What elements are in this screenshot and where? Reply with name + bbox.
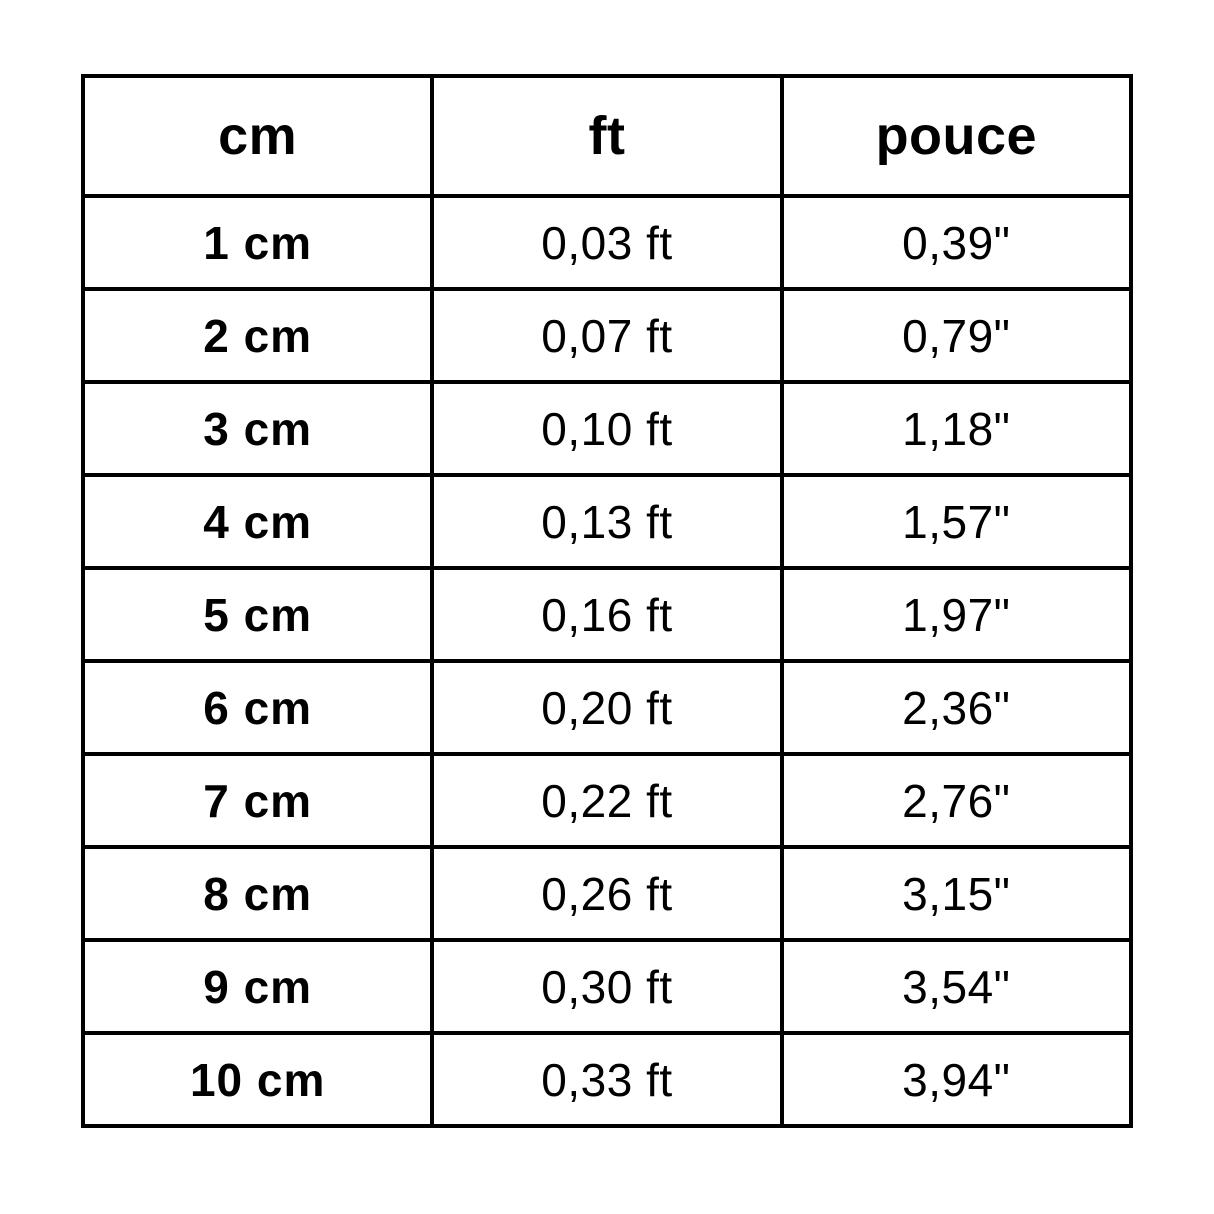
cell-pouce: 2,36": [779, 659, 1134, 756]
table-row: 7 cm 0,22 ft 2,76": [80, 752, 1134, 849]
cell-cm: 6 cm: [80, 659, 435, 756]
cell-cm: 9 cm: [80, 938, 435, 1035]
cell-cm: 7 cm: [80, 752, 435, 849]
table-row: 2 cm 0,07 ft 0,79": [80, 287, 1134, 384]
cm-ft-pouce-conversion-table: cm ft pouce 1 cm 0,03 ft 0,39" 2 cm 0,07…: [80, 74, 1134, 1128]
cell-ft: 0,20 ft: [430, 659, 784, 756]
table-row: 1 cm 0,03 ft 0,39": [80, 194, 1134, 291]
cell-ft: 0,30 ft: [430, 938, 784, 1035]
table-header: cm ft pouce: [80, 74, 1134, 198]
table-row: 4 cm 0,13 ft 1,57": [80, 473, 1134, 570]
cell-cm: 5 cm: [80, 566, 435, 663]
cell-pouce: 3,94": [779, 1031, 1134, 1128]
cell-pouce: 1,97": [779, 566, 1134, 663]
cell-pouce: 1,57": [779, 473, 1134, 570]
header-ft: ft: [430, 74, 784, 198]
cell-pouce: 0,39": [779, 194, 1134, 291]
cell-ft: 0,22 ft: [430, 752, 784, 849]
table-row: 10 cm 0,33 ft 3,94": [80, 1031, 1134, 1128]
cell-pouce: 3,15": [779, 845, 1134, 942]
header-pouce: pouce: [779, 74, 1134, 198]
cell-cm: 3 cm: [80, 380, 435, 477]
cell-pouce: 2,76": [779, 752, 1134, 849]
cell-cm: 2 cm: [80, 287, 435, 384]
cell-pouce: 0,79": [779, 287, 1134, 384]
cell-cm: 8 cm: [80, 845, 435, 942]
cell-ft: 0,16 ft: [430, 566, 784, 663]
table-row: 5 cm 0,16 ft 1,97": [80, 566, 1134, 663]
cell-ft: 0,13 ft: [430, 473, 784, 570]
header-cm: cm: [80, 74, 435, 198]
cell-cm: 1 cm: [80, 194, 435, 291]
cell-cm: 4 cm: [80, 473, 435, 570]
cell-ft: 0,33 ft: [430, 1031, 784, 1128]
table-row: 8 cm 0,26 ft 3,15": [80, 845, 1134, 942]
cell-ft: 0,10 ft: [430, 380, 784, 477]
cell-pouce: 1,18": [779, 380, 1134, 477]
table-row: 3 cm 0,10 ft 1,18": [80, 380, 1134, 477]
table-row: 9 cm 0,30 ft 3,54": [80, 938, 1134, 1035]
cell-ft: 0,07 ft: [430, 287, 784, 384]
cell-pouce: 3,54": [779, 938, 1134, 1035]
cell-ft: 0,03 ft: [430, 194, 784, 291]
table-body: 1 cm 0,03 ft 0,39" 2 cm 0,07 ft 0,79" 3 …: [80, 194, 1134, 1128]
table-row: 6 cm 0,20 ft 2,36": [80, 659, 1134, 756]
cell-cm: 10 cm: [80, 1031, 435, 1128]
header-row: cm ft pouce: [80, 74, 1134, 198]
cell-ft: 0,26 ft: [430, 845, 784, 942]
